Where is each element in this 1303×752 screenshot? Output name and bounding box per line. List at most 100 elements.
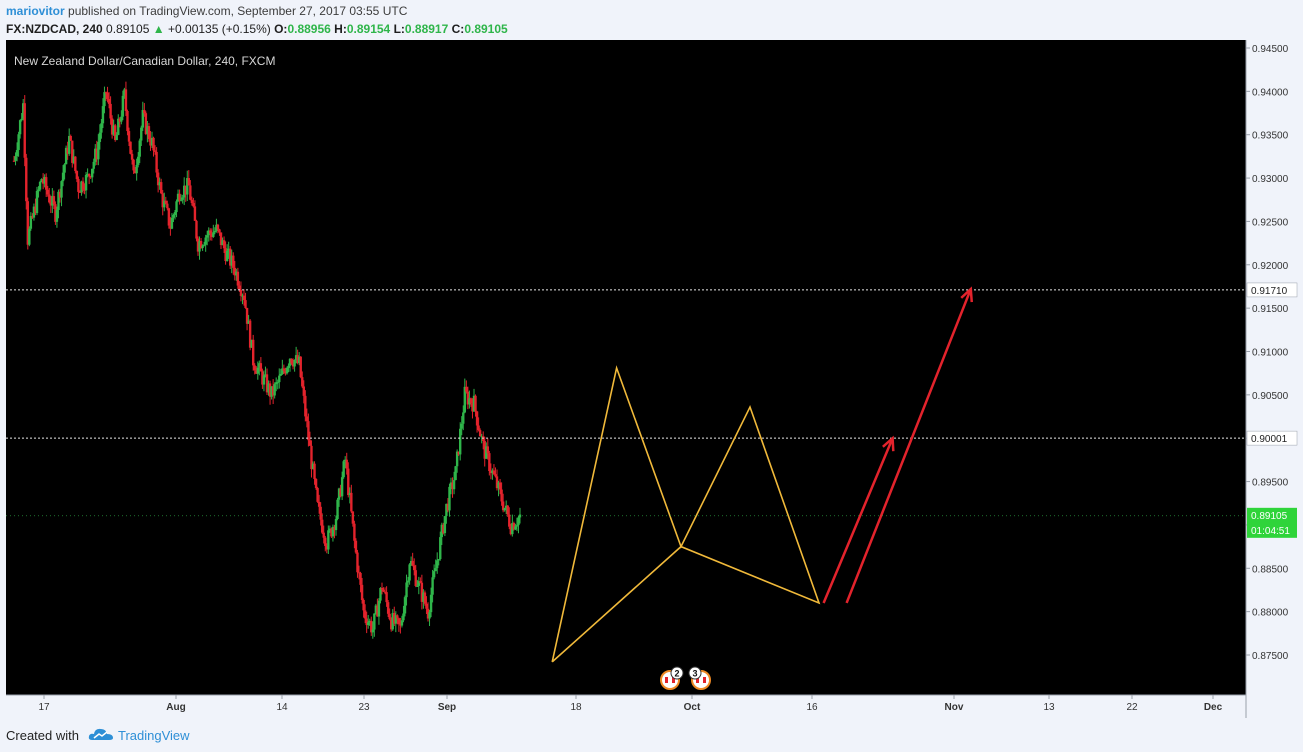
candle-body [414, 570, 417, 586]
candle-body [423, 592, 427, 604]
candle-body [373, 613, 376, 630]
candle-body [411, 560, 414, 566]
candle-body [371, 629, 374, 633]
candle-body [241, 295, 244, 297]
candle-body [443, 516, 447, 534]
candle-body [413, 565, 416, 571]
candle-body [478, 430, 482, 437]
projection-arrow[interactable] [845, 288, 972, 604]
candle-body [141, 109, 144, 128]
x-tick-label: Sep [438, 702, 456, 713]
candle-body [137, 156, 140, 165]
candle-body [498, 482, 502, 490]
candle-body [242, 295, 246, 301]
candle-body [120, 116, 123, 122]
candle-body [164, 200, 167, 204]
candle-body [336, 499, 339, 519]
candle-body [386, 602, 390, 614]
x-tick-label: Aug [166, 702, 185, 713]
projection-arrows[interactable] [822, 286, 973, 604]
tradingview-cloud-icon[interactable] [88, 726, 114, 742]
y-tick-label: 0.89500 [1252, 478, 1289, 489]
time-axis[interactable] [6, 695, 1246, 718]
candle-body [431, 577, 434, 595]
candle-body [253, 365, 256, 371]
candle-body [409, 560, 413, 565]
published-text: published on TradingView.com, September … [68, 4, 408, 18]
candle-body [432, 571, 436, 578]
candle-body [296, 355, 299, 364]
candle-body [64, 147, 68, 165]
candle-series [12, 81, 522, 639]
candle-body [391, 612, 394, 630]
candle-body [258, 363, 261, 368]
created-with-text: Created with [6, 728, 79, 743]
harmonic-pattern[interactable] [551, 365, 821, 663]
candle-body [339, 488, 342, 497]
candle-body [262, 375, 266, 385]
price-axis[interactable] [1246, 40, 1303, 718]
symbol-label: FX:NZDCAD, 240 [6, 22, 103, 36]
candle-body [55, 210, 59, 222]
y-axis-ticks: 0.94500 0.94000 0.93500 0.93000 0.92500 0.920… [1246, 44, 1289, 662]
candle-body [403, 597, 407, 614]
x-tick-label: 23 [358, 702, 370, 713]
y-tick-label: 0.88500 [1252, 564, 1289, 575]
candle-body [83, 189, 86, 191]
candle-body [51, 196, 54, 206]
tradingview-brand[interactable]: TradingView [118, 728, 190, 743]
event-count-label: 2 [674, 669, 679, 679]
candle-body [518, 514, 522, 518]
candle-body [215, 224, 218, 231]
candle-body [337, 488, 341, 500]
candle-body [376, 605, 379, 617]
horizontal-lines[interactable]: 0.91710 0.90001 [6, 282, 1298, 446]
projection-arrow[interactable] [822, 437, 894, 604]
candle-body [156, 172, 160, 186]
candle-body [127, 131, 131, 142]
event-count-badge[interactable] [670, 666, 684, 680]
candle-body [353, 523, 356, 541]
y-tick-label: 0.92000 [1252, 261, 1289, 272]
candle-body [406, 580, 410, 583]
candle-body [230, 255, 233, 266]
candle-body [388, 613, 391, 620]
candle-body [48, 194, 51, 203]
candle-body [80, 181, 83, 193]
candle-body [207, 230, 210, 236]
candle-body [140, 127, 143, 141]
candle-body [86, 173, 89, 175]
candle-body [475, 411, 479, 426]
candle-body [288, 358, 292, 366]
candle-body [216, 224, 220, 230]
y-tick-label: 0.91000 [1252, 348, 1289, 359]
candle-body [497, 482, 500, 489]
price-chart[interactable]: New Zealand Dollar/Canadian Dollar, 240,… [0, 40, 1303, 718]
candle-body [143, 109, 146, 114]
candle-body [273, 384, 276, 396]
candle-body [69, 135, 72, 141]
horizontal-line-label: 0.91710 [1251, 286, 1288, 297]
pattern-polyline[interactable] [551, 365, 821, 663]
candle-body [40, 179, 43, 182]
candle-body [437, 559, 440, 561]
candle-body [199, 241, 203, 249]
author-link[interactable]: mariovitor [6, 4, 65, 18]
candle-body [500, 489, 503, 502]
plot-area[interactable] [6, 40, 1246, 695]
candle-body [153, 150, 157, 152]
candle-body [34, 206, 37, 214]
candle-body [416, 585, 419, 587]
candle-body [123, 89, 126, 96]
event-count-badge[interactable] [688, 666, 702, 680]
y-tick-label: 0.92500 [1252, 217, 1289, 228]
candle-body [104, 92, 108, 94]
candle-body [396, 615, 399, 619]
candle-body [193, 206, 197, 221]
candle-body [452, 480, 456, 490]
candle-body [187, 178, 190, 186]
candle-body [222, 240, 226, 249]
candle-body [247, 320, 250, 324]
candle-body [359, 572, 362, 585]
